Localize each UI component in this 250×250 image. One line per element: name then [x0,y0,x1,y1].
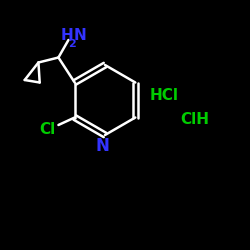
Text: Cl: Cl [39,122,55,138]
Text: HCl: HCl [150,88,179,102]
Text: ClH: ClH [180,112,209,128]
Text: H: H [61,28,74,42]
Text: N: N [74,28,86,42]
Text: 2: 2 [68,39,76,49]
Text: N: N [96,137,110,155]
